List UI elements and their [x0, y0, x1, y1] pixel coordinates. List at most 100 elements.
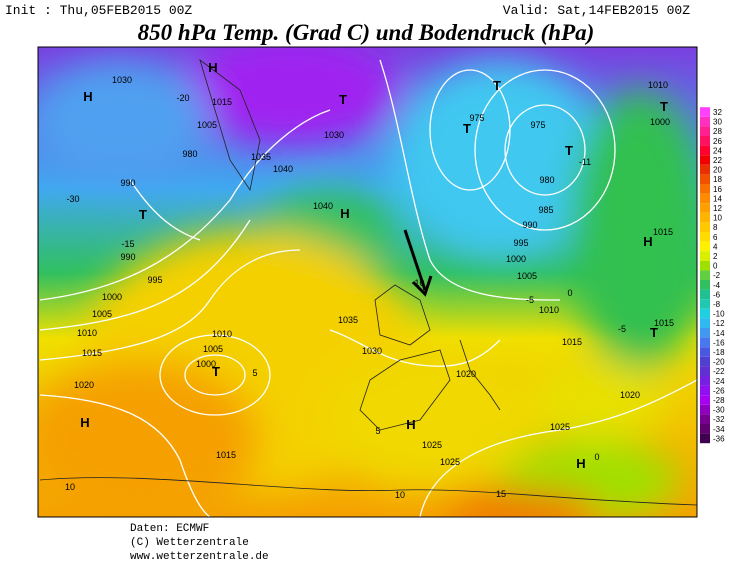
contour-label: -20: [176, 93, 189, 103]
colorbar-cell: [700, 174, 710, 184]
colorbar-label: 28: [713, 127, 722, 136]
pressure-center-label: T: [650, 325, 658, 340]
colorbar-label: 10: [713, 214, 722, 223]
colorbar-label: 26: [713, 137, 722, 146]
pressure-center-label: T: [565, 143, 573, 158]
contour-label: 1025: [422, 440, 442, 450]
colorbar-label: -2: [713, 271, 721, 280]
colorbar-cell: [700, 376, 710, 386]
contour-label: 1005: [517, 271, 537, 281]
colorbar-label: -8: [713, 300, 721, 309]
colorbar-cell: [700, 136, 710, 146]
colorbar-label: -6: [713, 290, 721, 299]
contour-label: -30: [66, 194, 79, 204]
contour-label: -10: [411, 278, 424, 288]
contour-label: 1005: [203, 344, 223, 354]
pressure-center-label: H: [83, 89, 92, 104]
contour-label: 1010: [212, 329, 232, 339]
colorbar-cell: [700, 395, 710, 405]
contour-label: 0: [567, 288, 572, 298]
contour-label: 1000: [196, 359, 216, 369]
colorbar-label: -26: [713, 386, 725, 395]
contour-label: 1000: [650, 117, 670, 127]
colorbar-label: -4: [713, 281, 721, 290]
contour-label: 1030: [112, 75, 132, 85]
contour-label: 1040: [313, 201, 333, 211]
colorbar-cell: [700, 299, 710, 309]
contour-label: 1010: [77, 328, 97, 338]
map-title: 850 hPa Temp. (Grad C) und Bodendruck (h…: [138, 20, 595, 45]
contour-label: 15: [496, 489, 506, 499]
colorbar-cell: [700, 241, 710, 252]
colorbar-cell: [700, 203, 710, 213]
colorbar-cell: [700, 107, 710, 117]
colorbar-label: -10: [713, 310, 725, 319]
contour-label: 975: [530, 120, 545, 130]
colorbar-cell: [700, 385, 710, 396]
colorbar-label: -18: [713, 348, 725, 357]
colorbar-cell: [700, 222, 710, 232]
contour-label: 1010: [539, 305, 559, 315]
colorbar-cell: [700, 280, 710, 290]
colorbar-label: -22: [713, 367, 725, 376]
contour-label: 990: [120, 252, 135, 262]
map-frame: [37, 46, 698, 518]
colorbar-cell: [700, 270, 710, 280]
valid-time: Valid: Sat,14FEB2015 00Z: [503, 3, 690, 18]
contour-label: 980: [182, 149, 197, 159]
pressure-center-label: H: [576, 456, 585, 471]
contour-label: 1025: [550, 422, 570, 432]
colorbar-label: 12: [713, 204, 722, 213]
pressure-center-label: T: [660, 99, 668, 114]
colorbar-cell: [700, 164, 710, 175]
contour-label: -5: [618, 324, 626, 334]
contour-label: 1020: [456, 369, 476, 379]
contour-label: 1025: [440, 457, 460, 467]
contour-label: 1030: [324, 130, 344, 140]
colorbar-label: -14: [713, 329, 725, 338]
colorbar-label: -36: [713, 434, 725, 443]
pressure-center-label: T: [212, 364, 220, 379]
colorbar-cell: [700, 337, 710, 348]
contour-label: 1015: [653, 227, 673, 237]
contour-label: 1000: [102, 292, 122, 302]
contour-label: 5: [252, 368, 257, 378]
contour-label: 1010: [648, 80, 668, 90]
colorbar-cell: [700, 433, 710, 444]
colorbar-label: 14: [713, 194, 722, 203]
colorbar-label: -20: [713, 358, 725, 367]
colorbar-cell: [700, 260, 710, 271]
contour-label: 5: [375, 426, 380, 436]
pressure-center-label: H: [406, 417, 415, 432]
contour-label: 990: [120, 178, 135, 188]
colorbar-label: -12: [713, 319, 725, 328]
colorbar-cell: [700, 414, 710, 424]
contour-label: 995: [147, 275, 162, 285]
contour-label: 10: [395, 490, 405, 500]
contour-label: 1000: [506, 254, 526, 264]
contour-label: 1020: [620, 390, 640, 400]
colorbar-cell: [700, 347, 710, 357]
contour-label: 985: [538, 205, 553, 215]
colorbar-label: -28: [713, 396, 725, 405]
colorbar-cell: [700, 366, 710, 376]
contour-label: -5: [526, 295, 534, 305]
colorbar-label: 4: [713, 242, 718, 251]
colorbar-label: 16: [713, 185, 722, 194]
colorbar-label: 8: [713, 223, 718, 232]
contour-label: 1015: [562, 337, 582, 347]
colorbar-label: 24: [713, 146, 722, 155]
contour-label: 995: [513, 238, 528, 248]
contour-label: 975: [469, 113, 484, 123]
contour-label: 0: [594, 452, 599, 462]
colorbar-label: 20: [713, 166, 722, 175]
colorbar-cell: [700, 328, 710, 338]
init-time: Init : Thu,05FEB2015 00Z: [5, 3, 192, 18]
colorbar-cell: [700, 308, 710, 319]
colorbar-label: 2: [713, 252, 718, 261]
contour-label: 1035: [338, 315, 358, 325]
contour-label: 1020: [74, 380, 94, 390]
colorbar-cell: [700, 155, 710, 165]
footer-copyright: (C) Wetterzentrale: [130, 537, 249, 549]
contour-label: 1015: [654, 318, 674, 328]
